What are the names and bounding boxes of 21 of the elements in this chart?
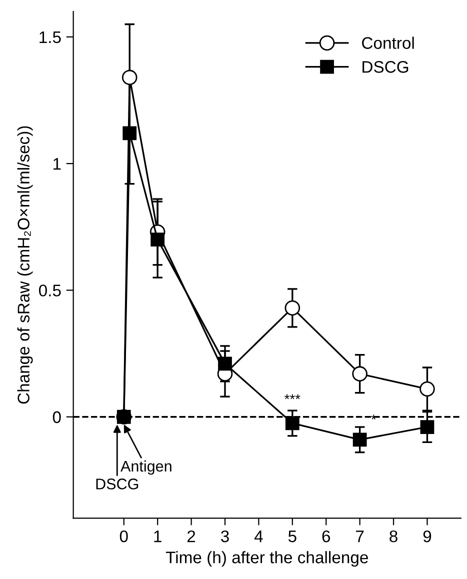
x-tick-label: 7 [356, 530, 364, 542]
x-tick-label: 0 [120, 530, 128, 542]
x-axis-title: Time (h) after the challenge [166, 551, 368, 567]
y-tick-label: 0 [52, 411, 61, 424]
x-tick-label: 8 [390, 530, 398, 542]
x-tick-label: 4 [254, 530, 263, 542]
x-tick-label: 3 [220, 530, 229, 542]
legend-label: DSCG [362, 61, 408, 73]
annotation: Antigen [120, 460, 172, 475]
legend-label: Control [362, 36, 414, 49]
x-tick-label: 2 [187, 530, 196, 542]
x-tick-label: 5 [288, 530, 296, 542]
x-tick-label: 9 [423, 530, 432, 542]
y-axis-title: Change of sRaw (cmH₂O×ml(ml/sec)) [17, 126, 33, 404]
y-tick-label: 1.5 [40, 31, 61, 44]
y-tick-label: 1 [54, 158, 61, 170]
annotation: *** [284, 394, 300, 400]
x-tick-label: 1 [154, 530, 162, 542]
x-tick-label: 6 [322, 530, 330, 542]
annotation: DSCG [96, 478, 138, 490]
y-tick-label: 0.5 [39, 284, 61, 296]
